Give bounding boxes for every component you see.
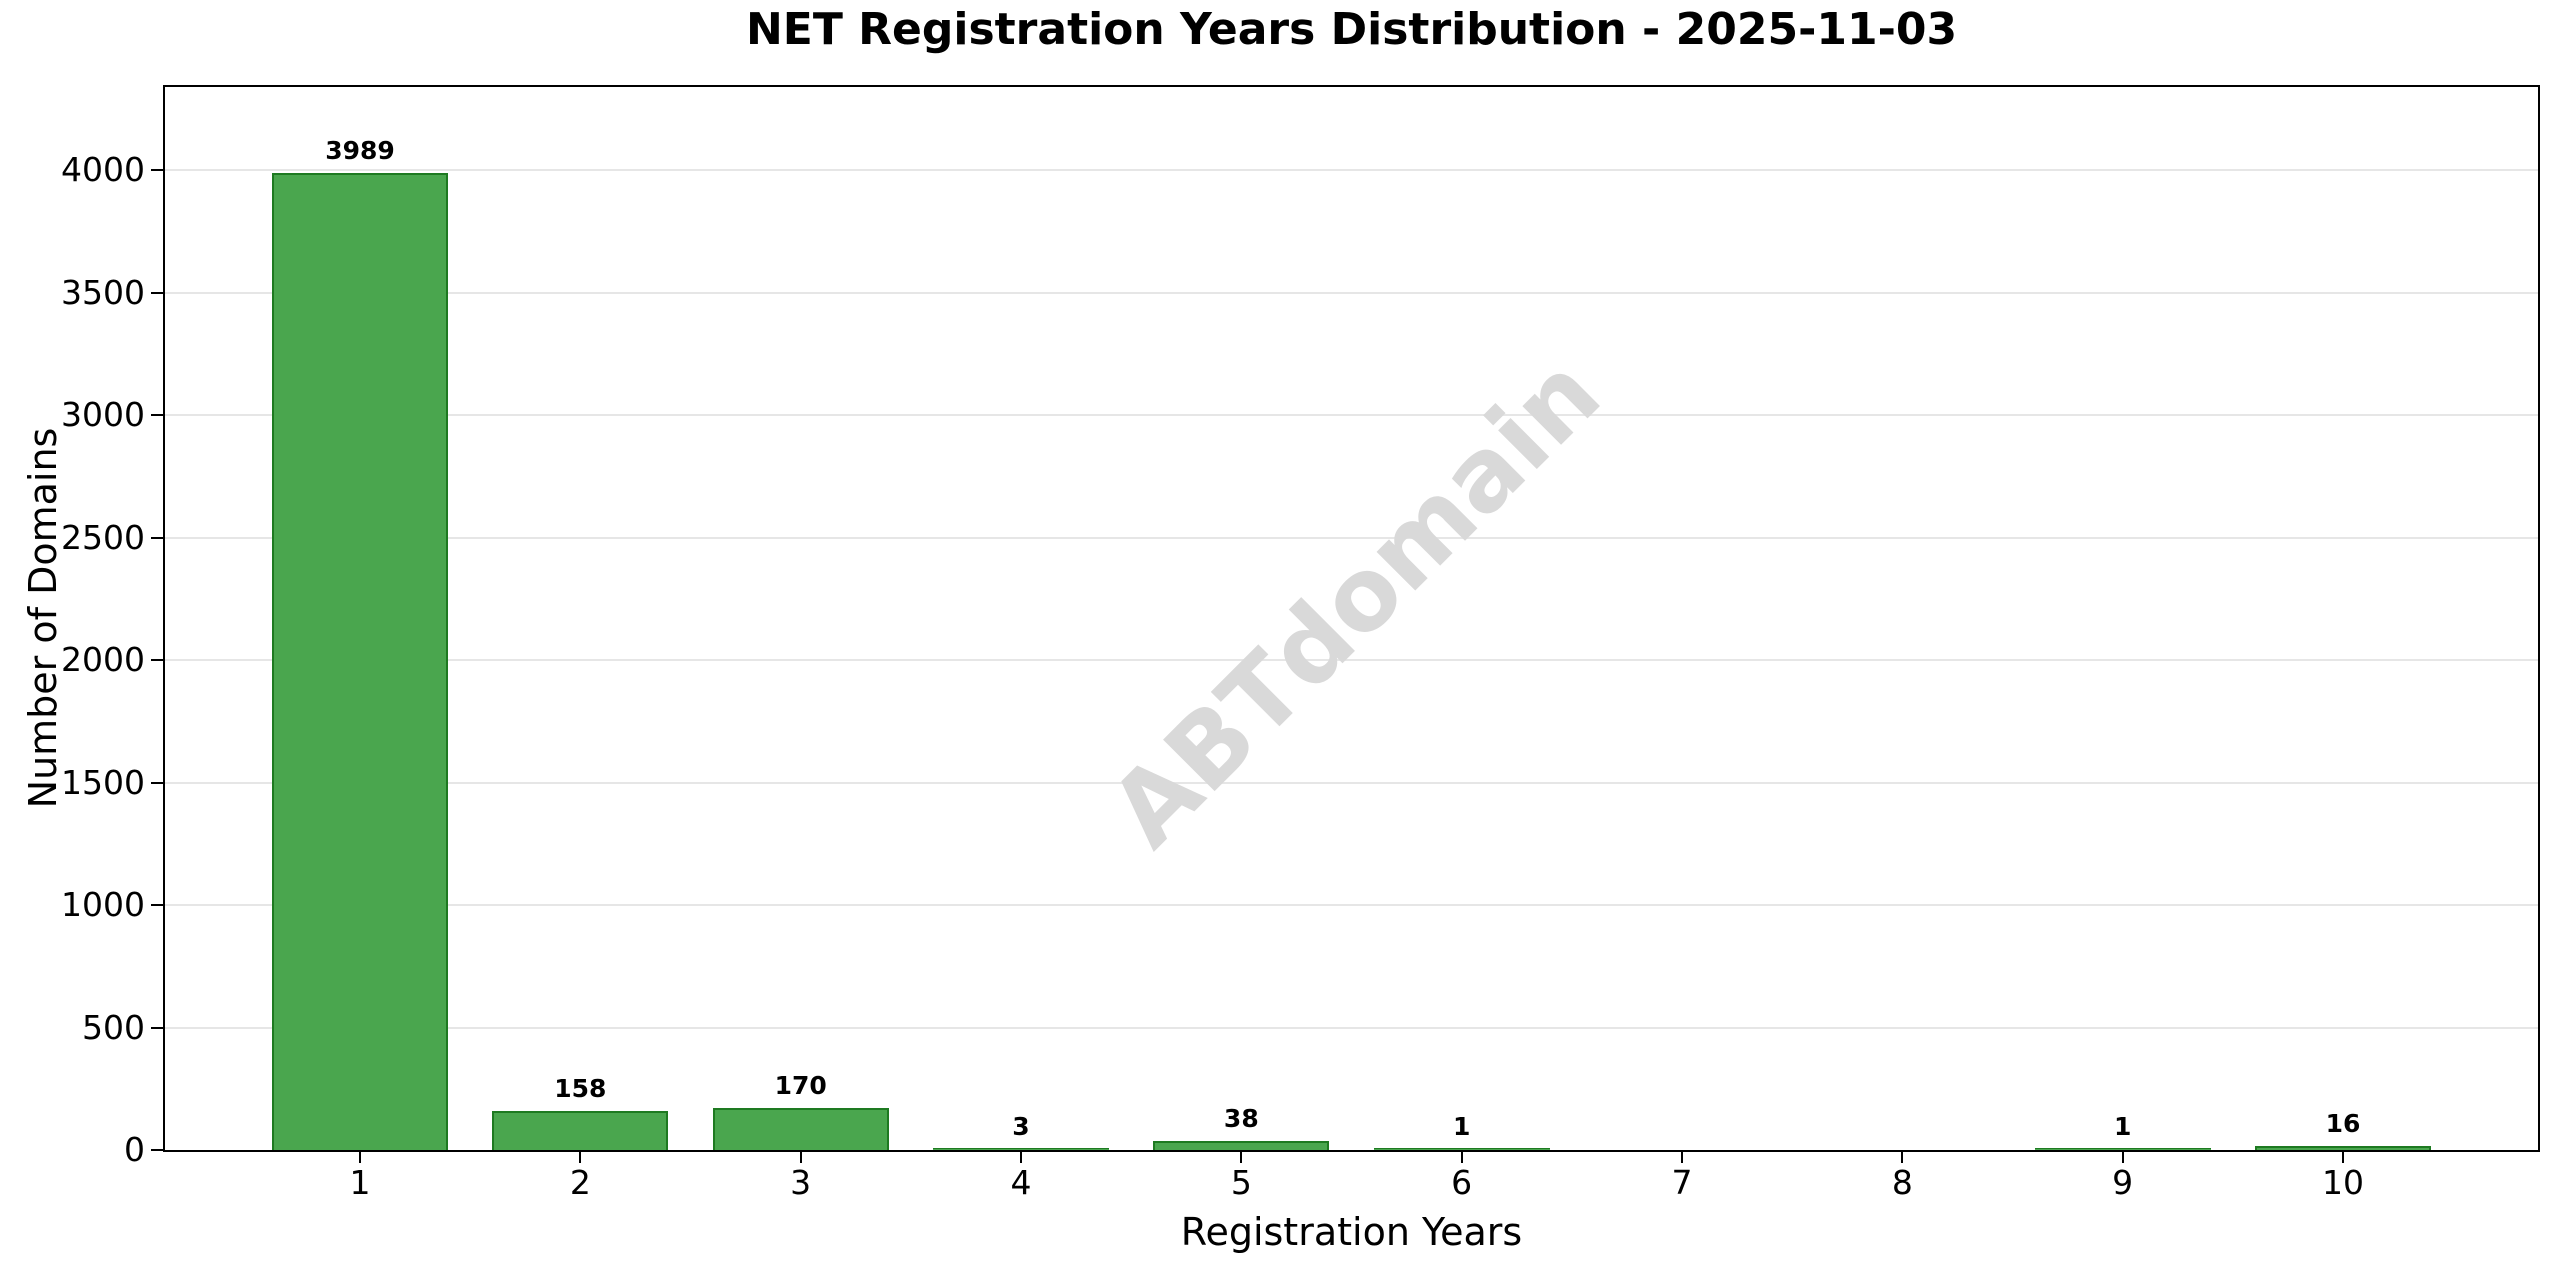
y-tick-mark — [151, 904, 163, 907]
bar-value-label: 38 — [1223, 1103, 1259, 1133]
x-tick-mark — [1020, 1152, 1022, 1163]
bar-value-label: 3 — [1012, 1112, 1030, 1141]
gridline — [165, 659, 2538, 662]
x-tick-label: 10 — [2322, 1163, 2364, 1202]
y-axis-label: Number of Domains — [21, 427, 65, 809]
y-tick-label: 4000 — [61, 150, 145, 190]
gridline — [165, 1026, 2538, 1029]
x-tick-label: 8 — [1891, 1163, 1913, 1202]
x-tick-label: 3 — [790, 1163, 812, 1202]
bar — [712, 1108, 889, 1150]
x-tick-mark — [799, 1152, 802, 1163]
x-tick-label: 7 — [1671, 1163, 1693, 1202]
y-tick-mark — [151, 781, 163, 784]
bar-value-label: 3989 — [325, 135, 395, 165]
x-tick-mark — [2121, 1152, 2124, 1163]
x-tick-label: 4 — [1010, 1163, 1032, 1202]
x-tick-mark — [1460, 1152, 1463, 1163]
gridline — [165, 904, 2538, 907]
x-tick-label: 2 — [569, 1163, 591, 1202]
x-tick-mark — [359, 1152, 361, 1163]
y-tick-label: 1000 — [61, 885, 145, 925]
bar-value-label: 1 — [2113, 1112, 2132, 1141]
plot-area: 3989 158 170 3 38 1 1 16 ABTdomain — [163, 85, 2540, 1152]
bar — [2034, 1148, 2211, 1150]
bar — [2255, 1146, 2431, 1150]
bar-value-label: 170 — [774, 1071, 827, 1101]
y-tick-mark — [151, 169, 163, 172]
x-tick-mark — [579, 1152, 582, 1163]
bar — [1373, 1148, 1550, 1150]
y-tick-label: 2000 — [61, 640, 145, 680]
y-tick-label: 1500 — [61, 762, 145, 802]
x-tick-label: 6 — [1451, 1163, 1473, 1202]
y-tick-mark — [151, 659, 163, 662]
x-axis-label: Registration Years — [1180, 1210, 1523, 1254]
x-tick-label: 1 — [349, 1163, 371, 1202]
y-tick-mark — [151, 1026, 163, 1029]
bar-value-label: 16 — [2325, 1109, 2361, 1139]
bar — [933, 1148, 1109, 1150]
x-tick-mark — [1240, 1152, 1243, 1163]
gridline — [165, 291, 2538, 294]
y-tick-mark — [151, 536, 163, 539]
x-tick-label: 9 — [2112, 1163, 2134, 1202]
y-tick-mark — [151, 414, 163, 417]
x-tick-mark — [1681, 1152, 1683, 1163]
bar-value-label: 1 — [1452, 1112, 1471, 1141]
bar — [1153, 1141, 1330, 1150]
gridline — [165, 169, 2538, 172]
gridline — [165, 781, 2538, 784]
x-tick-mark — [2342, 1152, 2344, 1163]
y-tick-mark — [151, 291, 163, 294]
bar — [492, 1111, 669, 1150]
x-tick-label: 5 — [1230, 1163, 1252, 1202]
chart-title: NET Registration Years Distribution - 20… — [745, 4, 1958, 55]
gridline — [165, 536, 2538, 539]
y-tick-label: 500 — [82, 1007, 145, 1047]
y-tick-label: 3000 — [61, 395, 145, 435]
bar-value-label: 158 — [554, 1074, 607, 1104]
y-tick-mark — [151, 1149, 163, 1151]
bar — [272, 173, 448, 1150]
y-tick-label: 3500 — [61, 272, 145, 312]
gridline — [165, 414, 2538, 417]
y-tick-label: 0 — [124, 1130, 145, 1169]
y-tick-label: 2500 — [61, 517, 145, 557]
x-tick-mark — [1901, 1152, 1904, 1163]
